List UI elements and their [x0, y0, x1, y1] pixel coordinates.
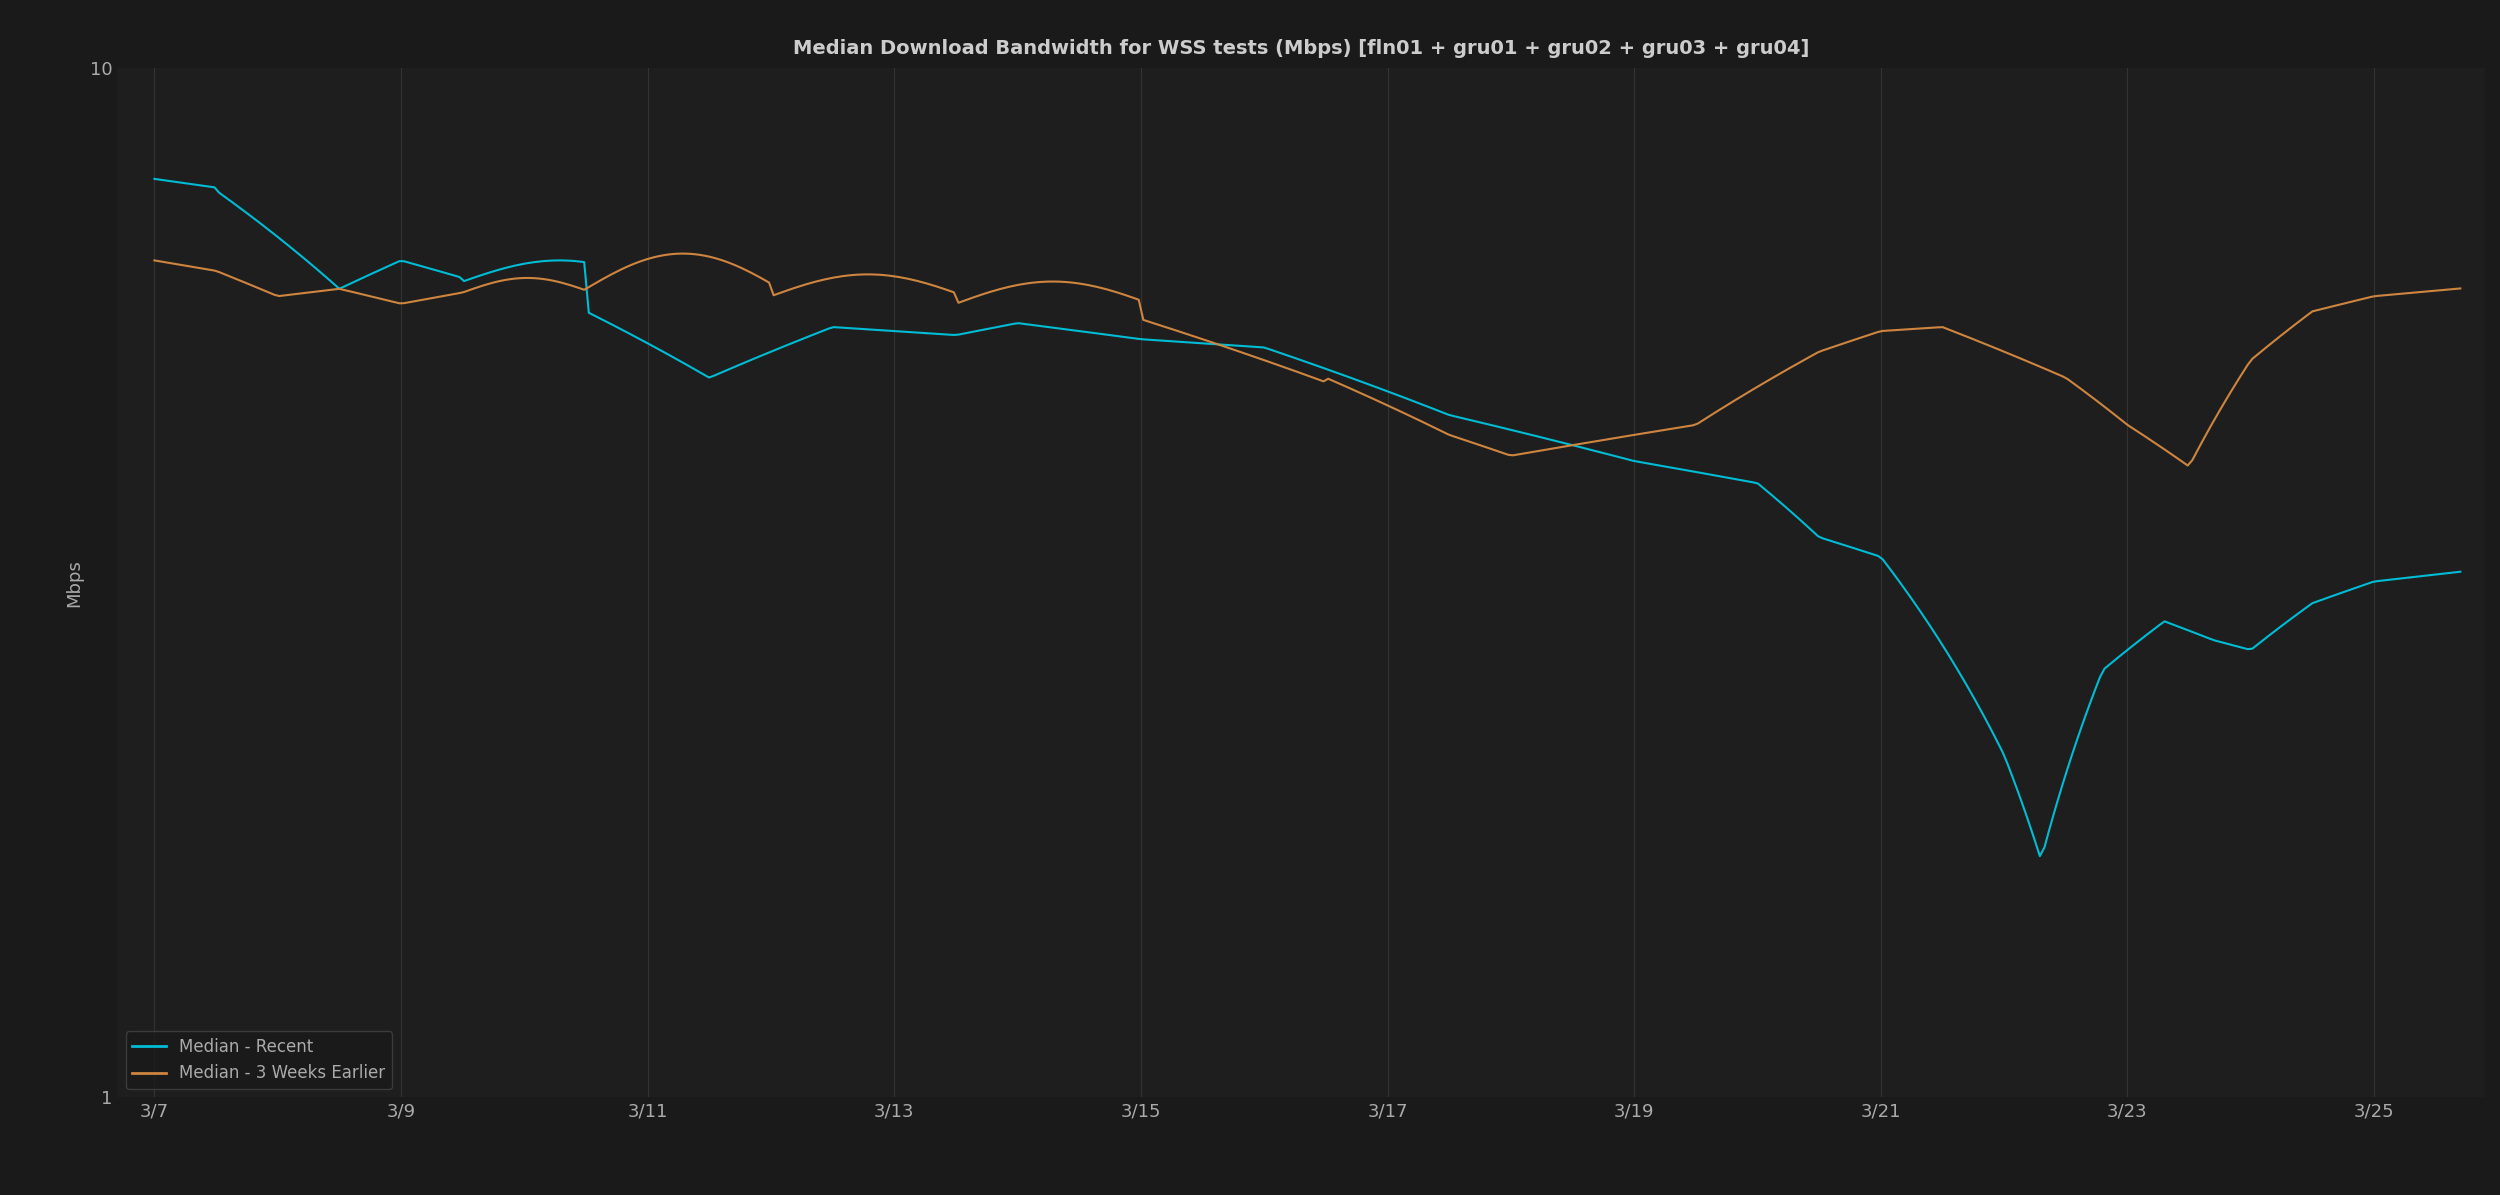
Y-axis label: Mbps: Mbps: [65, 558, 82, 607]
Title: Median Download Bandwidth for WSS tests (Mbps) [fln01 + gru01 + gru02 + gru03 + : Median Download Bandwidth for WSS tests …: [792, 39, 1810, 57]
Legend: Median - Recent, Median - 3 Weeks Earlier: Median - Recent, Median - 3 Weeks Earlie…: [125, 1031, 392, 1089]
